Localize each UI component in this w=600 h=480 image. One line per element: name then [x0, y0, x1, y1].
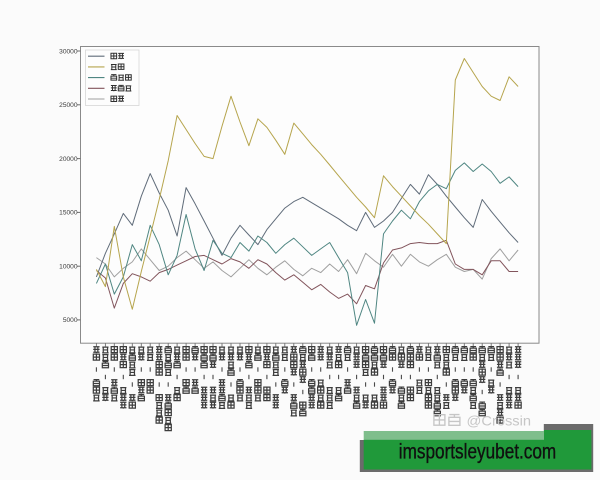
svg-text:15000: 15000 — [59, 210, 78, 217]
svg-text:20000: 20000 — [59, 156, 78, 163]
svg-text:imsportsleyubet.com: imsportsleyubet.com — [399, 441, 557, 464]
svg-text:10000: 10000 — [59, 264, 78, 271]
svg-text:@Crossin: @Crossin — [467, 413, 532, 429]
svg-text:5000: 5000 — [63, 317, 78, 324]
svg-text:30000: 30000 — [59, 48, 78, 55]
svg-text:25000: 25000 — [59, 102, 78, 109]
